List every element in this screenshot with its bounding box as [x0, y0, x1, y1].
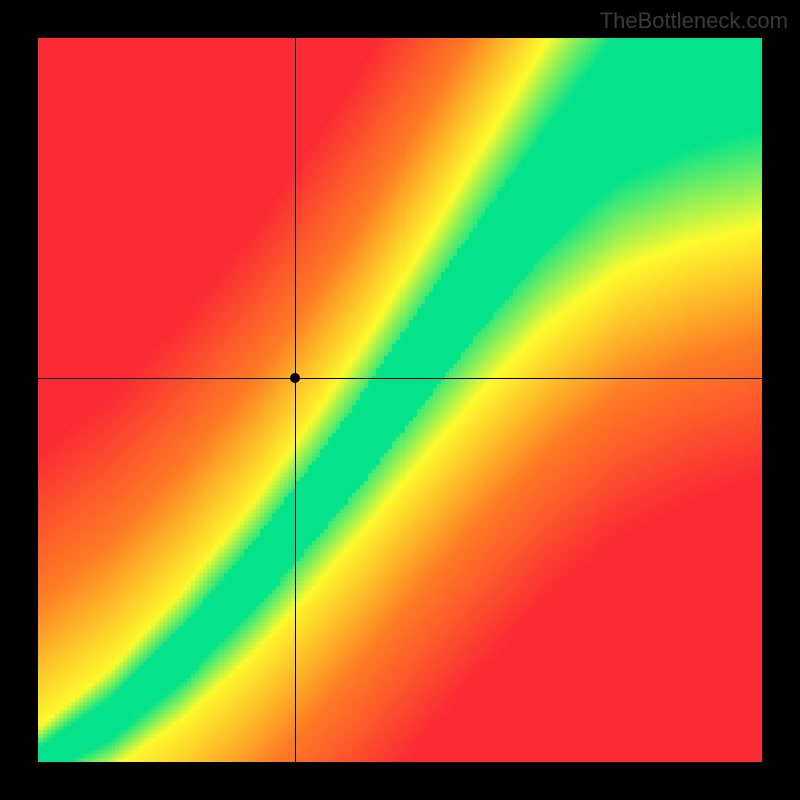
marker-dot	[290, 373, 300, 383]
watermark-text: TheBottleneck.com	[600, 8, 788, 34]
heatmap-canvas	[38, 38, 762, 762]
bottleneck-heatmap	[38, 38, 762, 762]
crosshair-vertical-line	[295, 38, 296, 762]
crosshair-horizontal-line	[38, 378, 762, 379]
